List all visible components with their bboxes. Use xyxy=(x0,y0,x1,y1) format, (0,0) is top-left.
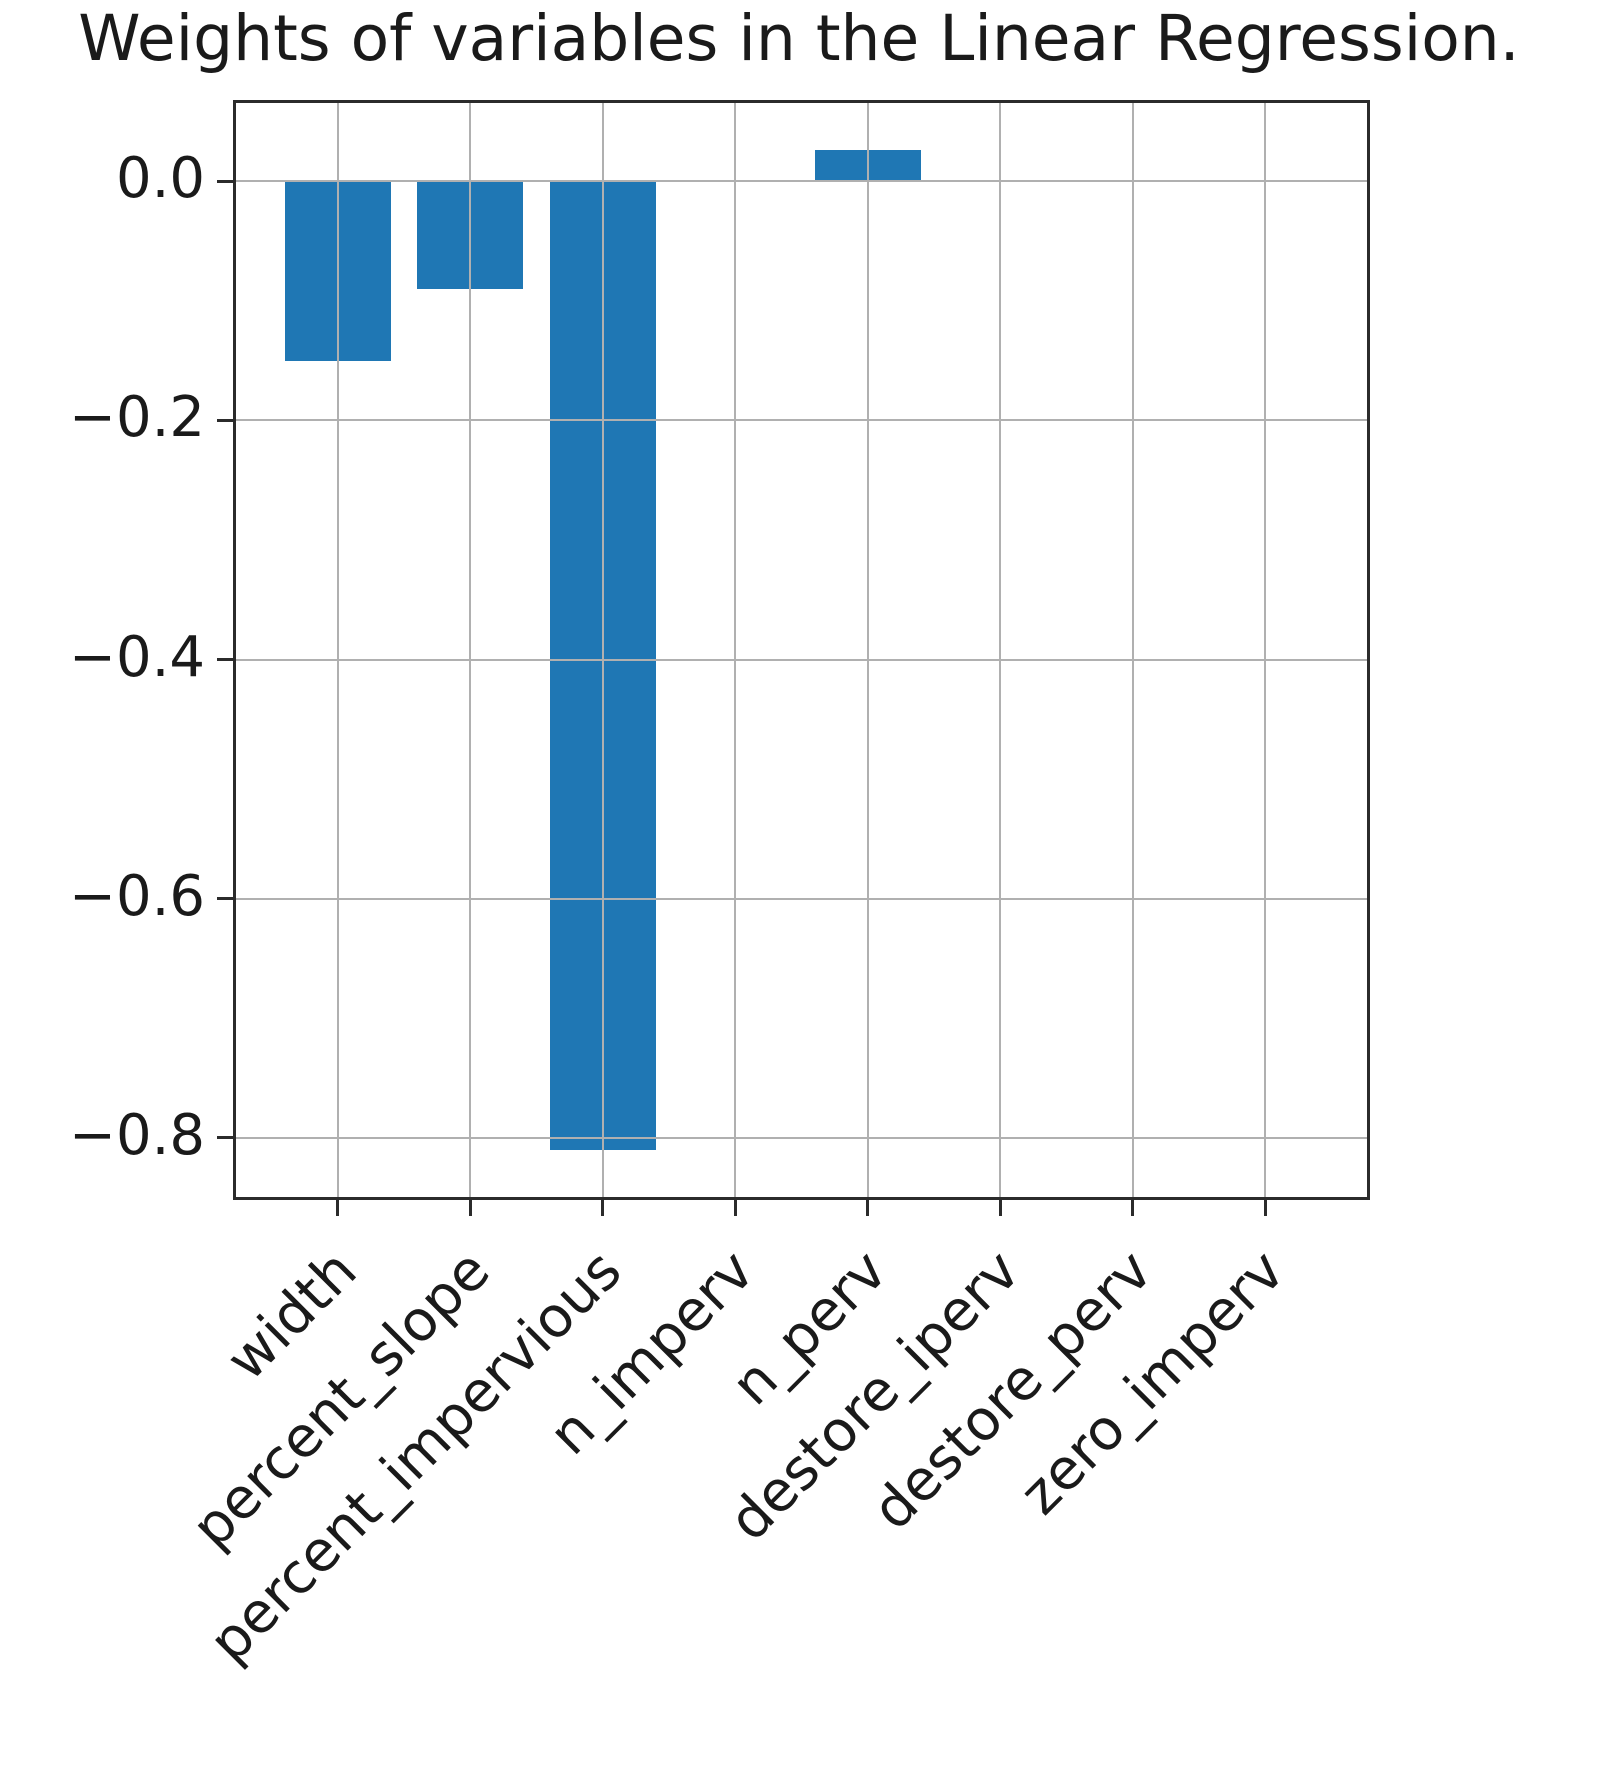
x-tick-mark xyxy=(468,1200,472,1216)
x-tick-mark xyxy=(733,1200,737,1216)
x-gridline-percent_slope xyxy=(469,103,472,1197)
y-gridline-−0.4 xyxy=(236,658,1367,661)
x-gridline-zero_imperv xyxy=(1264,103,1267,1197)
x-gridline-n_perv xyxy=(866,103,869,1197)
y-tick-label: −0.2 xyxy=(69,385,205,451)
y-tick-mark xyxy=(217,1136,233,1140)
y-tick-mark xyxy=(217,658,233,662)
y-tick-mark xyxy=(217,418,233,422)
y-tick-label: 0.0 xyxy=(115,146,205,212)
y-tick-label: −0.8 xyxy=(69,1102,205,1168)
grid-layer xyxy=(236,103,1367,1197)
x-gridline-n_imperv xyxy=(734,103,737,1197)
y-gridline-−0.6 xyxy=(236,897,1367,900)
x-tick-mark xyxy=(601,1200,605,1216)
y-gridline-−0.2 xyxy=(236,419,1367,422)
x-tick-mark xyxy=(998,1200,1002,1216)
chart-title: Weights of variables in the Linear Regre… xyxy=(78,2,1520,75)
x-gridline-destore_iperv xyxy=(999,103,1002,1197)
y-tick-mark xyxy=(217,897,233,901)
y-tick-mark xyxy=(217,179,233,183)
x-tick-mark xyxy=(866,1200,870,1216)
y-gridline-−0.8 xyxy=(236,1136,1367,1139)
x-tick-mark xyxy=(1131,1200,1135,1216)
y-tick-label: −0.4 xyxy=(69,624,205,690)
y-gridline-0.0 xyxy=(236,180,1367,183)
x-tick-mark xyxy=(1263,1200,1267,1216)
y-tick-label: −0.6 xyxy=(69,863,205,929)
plot-area xyxy=(233,100,1370,1200)
x-tick-mark xyxy=(336,1200,340,1216)
x-gridline-destore_perv xyxy=(1131,103,1134,1197)
x-gridline-width xyxy=(336,103,339,1197)
x-gridline-percent_impervious xyxy=(601,103,604,1197)
